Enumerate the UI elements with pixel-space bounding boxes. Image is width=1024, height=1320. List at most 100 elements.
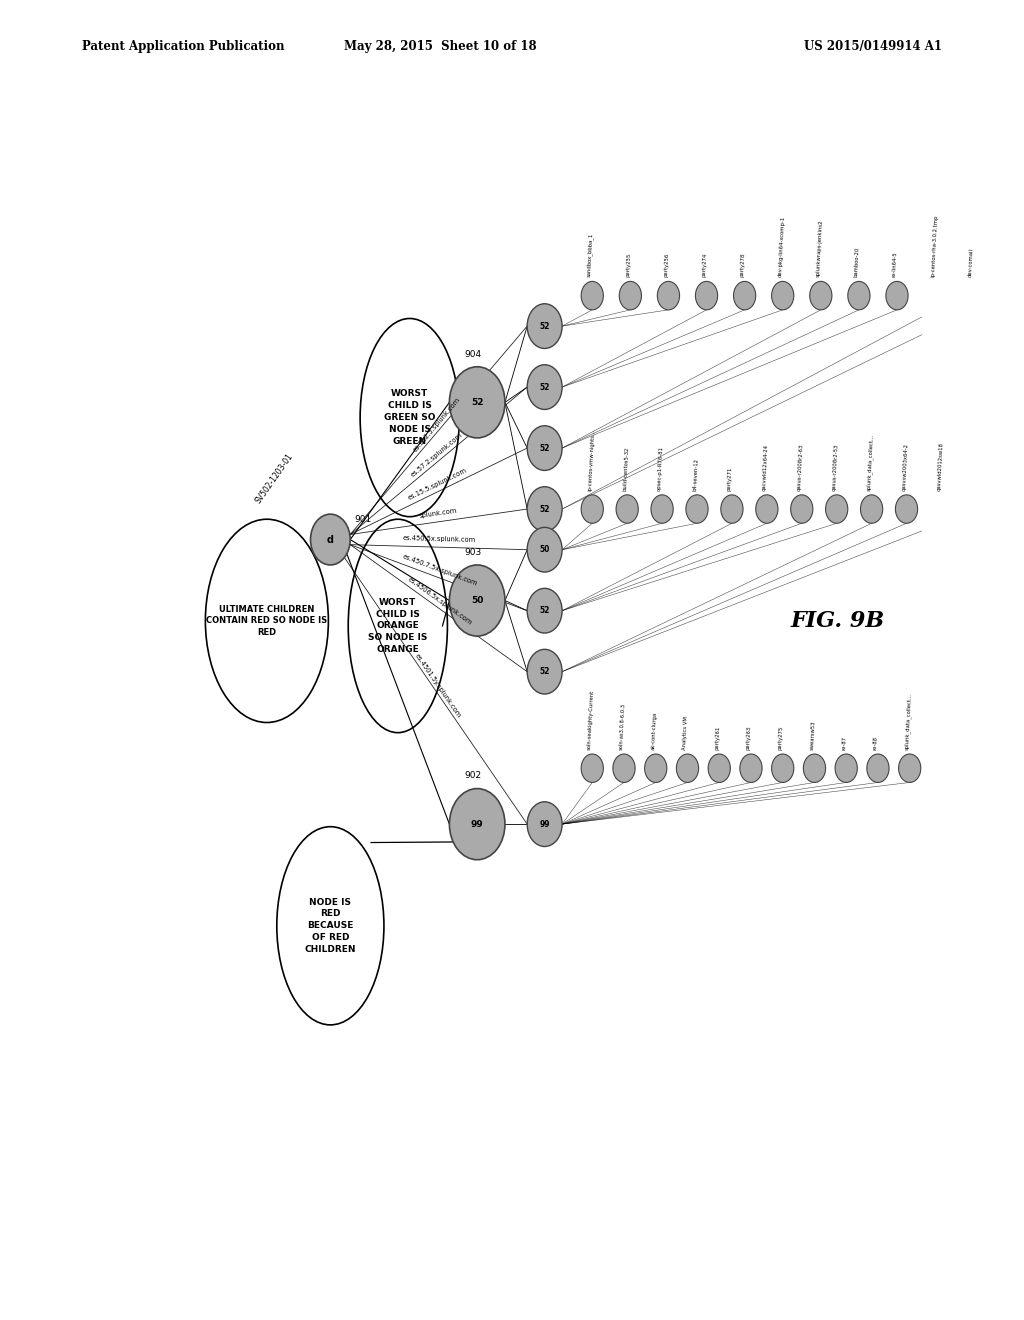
Circle shape — [733, 281, 756, 310]
Text: swearsw53: swearsw53 — [809, 721, 816, 750]
Text: opsec-p1-R76-81: opsec-p1-R76-81 — [657, 446, 665, 491]
Text: 52: 52 — [540, 444, 550, 453]
Text: d: d — [327, 535, 334, 545]
Circle shape — [582, 281, 603, 310]
Circle shape — [772, 281, 794, 310]
Text: 99: 99 — [540, 820, 550, 829]
Text: qasvwld2012sw18: qasvwld2012sw18 — [936, 442, 944, 491]
Circle shape — [582, 495, 603, 523]
Circle shape — [450, 788, 505, 859]
Text: ip-centos-vmw-nights...: ip-centos-vmw-nights... — [587, 429, 596, 491]
Text: May 28, 2015  Sheet 10 of 18: May 28, 2015 Sheet 10 of 18 — [344, 40, 537, 53]
Circle shape — [527, 589, 562, 634]
Circle shape — [860, 495, 883, 523]
Text: re-87: re-87 — [841, 735, 847, 750]
Circle shape — [527, 649, 562, 694]
Circle shape — [527, 487, 562, 532]
Text: splunk_data_collect...: splunk_data_collect... — [866, 434, 874, 491]
Text: SV502-1203-01: SV502-1203-01 — [254, 451, 295, 506]
Circle shape — [791, 495, 813, 523]
Text: 903: 903 — [465, 548, 482, 557]
Text: 52: 52 — [540, 606, 550, 615]
Text: splunk.com: splunk.com — [419, 508, 458, 519]
Text: 902: 902 — [465, 771, 481, 780]
Circle shape — [527, 364, 562, 409]
Text: ak-cont-clurga: ak-cont-clurga — [650, 711, 657, 750]
Text: perty255: perty255 — [626, 253, 632, 277]
Circle shape — [924, 281, 946, 310]
Text: 50: 50 — [540, 545, 550, 554]
Text: bamboo-20: bamboo-20 — [854, 247, 860, 277]
Text: qasvsw2003x64-2: qasvsw2003x64-2 — [901, 442, 909, 491]
Text: 50: 50 — [471, 597, 483, 605]
Text: soln-seakighty-Current: soln-seakighty-Current — [587, 689, 595, 750]
Circle shape — [740, 754, 762, 783]
Circle shape — [527, 528, 562, 572]
Text: 52: 52 — [540, 667, 550, 676]
Text: 901: 901 — [354, 515, 372, 524]
Circle shape — [310, 515, 350, 565]
Circle shape — [686, 495, 709, 523]
Circle shape — [810, 281, 831, 310]
Circle shape — [657, 281, 680, 310]
Text: perty271: perty271 — [727, 466, 733, 491]
Text: es.57.2.splunk.com: es.57.2.splunk.com — [411, 432, 464, 478]
Circle shape — [804, 754, 825, 783]
Text: perty275: perty275 — [777, 726, 784, 750]
Text: Patent Application Publication: Patent Application Publication — [82, 40, 285, 53]
Circle shape — [695, 281, 718, 310]
Circle shape — [848, 281, 870, 310]
Text: WORST
CHILD IS
GREEN SO
NODE IS
GREEN: WORST CHILD IS GREEN SO NODE IS GREEN — [384, 389, 435, 446]
Text: Analytics VM: Analytics VM — [682, 715, 689, 750]
Text: perty278: perty278 — [739, 253, 745, 277]
Circle shape — [613, 754, 635, 783]
Text: re-lin64-5: re-lin64-5 — [892, 252, 898, 277]
Circle shape — [963, 281, 984, 310]
Text: perty256: perty256 — [664, 253, 670, 277]
Text: build-centos5-32: build-centos5-32 — [623, 446, 630, 491]
Circle shape — [677, 754, 698, 783]
Circle shape — [931, 495, 952, 523]
Circle shape — [895, 495, 918, 523]
Text: sandbox_bbba_1: sandbox_bbba_1 — [587, 232, 595, 277]
Text: es.4501.5y.splunk.com: es.4501.5y.splunk.com — [414, 653, 462, 719]
Text: 904: 904 — [465, 350, 481, 359]
Circle shape — [836, 754, 857, 783]
Text: splunk_data_collect...: splunk_data_collect... — [904, 693, 912, 750]
Text: es.450.7.5x.splunk.com: es.450.7.5x.splunk.com — [401, 553, 478, 587]
Circle shape — [450, 367, 505, 438]
Circle shape — [527, 304, 562, 348]
Circle shape — [582, 754, 603, 783]
Circle shape — [772, 754, 794, 783]
Text: re-88: re-88 — [872, 735, 879, 750]
Circle shape — [721, 495, 743, 523]
Circle shape — [645, 754, 667, 783]
Circle shape — [825, 495, 848, 523]
Text: 99: 99 — [471, 820, 483, 829]
Circle shape — [450, 565, 505, 636]
Text: qasus-r2008r2-63: qasus-r2008r2-63 — [797, 444, 804, 491]
Text: es.450.5x.splunk.com: es.450.5x.splunk.com — [402, 535, 475, 543]
Text: US 2015/0149914 A1: US 2015/0149914 A1 — [804, 40, 942, 53]
Text: qacvwld12x64-24: qacvwld12x64-24 — [762, 444, 769, 491]
Text: b4-seven-12: b4-seven-12 — [692, 458, 698, 491]
Circle shape — [709, 754, 730, 783]
Circle shape — [527, 426, 562, 470]
Circle shape — [616, 495, 638, 523]
Circle shape — [651, 495, 673, 523]
Text: dev-comail: dev-comail — [968, 248, 975, 277]
Text: es.15.5.splunk.com: es.15.5.splunk.com — [408, 467, 468, 500]
Circle shape — [867, 754, 889, 783]
Text: perty261: perty261 — [714, 726, 721, 750]
Text: es.4506.5x.splunk.com: es.4506.5x.splunk.com — [407, 577, 473, 627]
Circle shape — [886, 281, 908, 310]
Text: ip-centos-rha-3.0.2.tmp: ip-centos-rha-3.0.2.tmp — [930, 215, 938, 277]
Circle shape — [527, 801, 562, 846]
Circle shape — [756, 495, 778, 523]
Text: 52: 52 — [540, 322, 550, 330]
Text: soln-as3.0.8-6.0.3: soln-as3.0.8-6.0.3 — [618, 702, 627, 750]
Text: dev-pkg-lin64-xcomp-1: dev-pkg-lin64-xcomp-1 — [777, 216, 785, 277]
Text: 52: 52 — [540, 383, 550, 392]
Circle shape — [899, 754, 921, 783]
Text: es.512.5.splunk.com: es.512.5.splunk.com — [413, 397, 462, 453]
